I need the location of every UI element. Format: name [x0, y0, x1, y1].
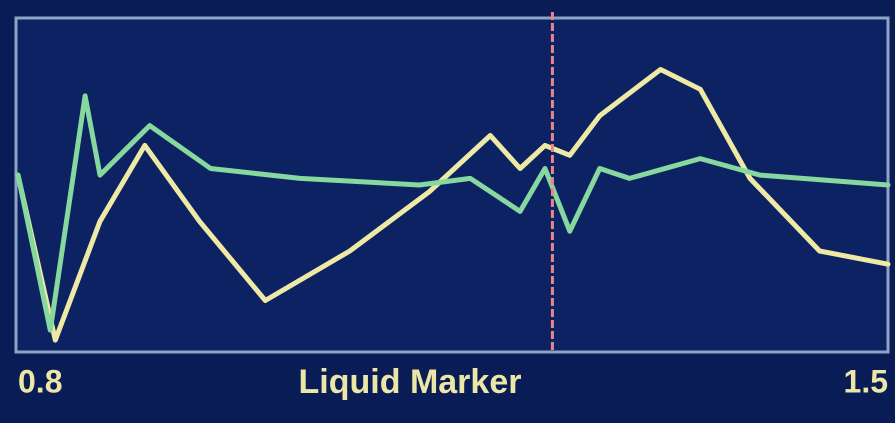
series-line	[15, 67, 891, 343]
x-tick-label: 1.5	[844, 363, 888, 399]
x-tick-label: 0.8	[18, 363, 62, 399]
x-axis-label: Liquid Marker	[299, 363, 522, 401]
plot-frame	[14, 16, 890, 354]
series-line	[15, 93, 891, 333]
